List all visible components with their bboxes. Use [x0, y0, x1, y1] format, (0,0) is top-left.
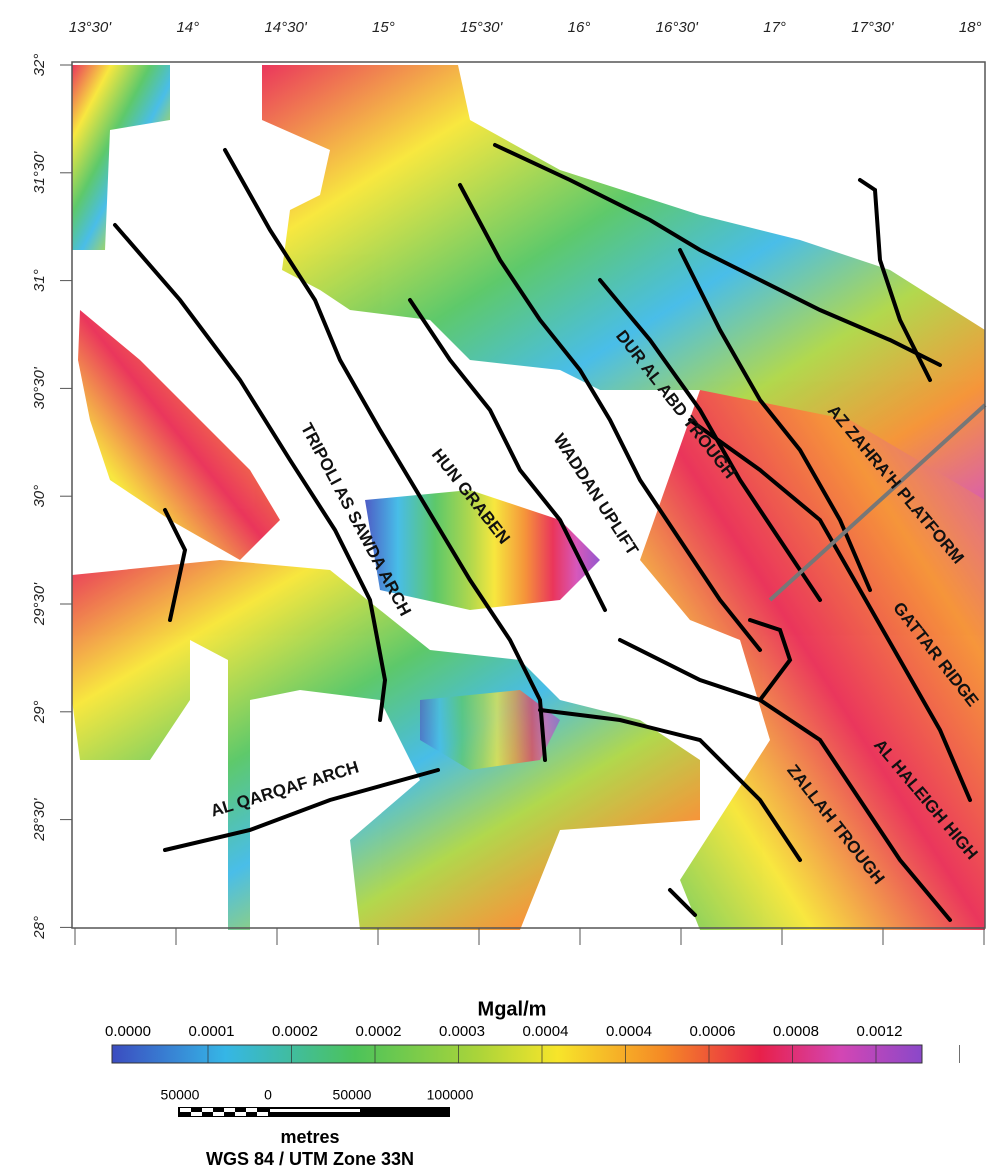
longitude-label: 14° [176, 19, 199, 36]
scale-check [191, 1112, 202, 1116]
longitude-label: 16°30' [656, 19, 699, 36]
longitude-label: 15° [372, 19, 395, 36]
scale-label: 100000 [427, 1087, 474, 1103]
scale-labels: 50000 0 50000 100000 [161, 1087, 474, 1103]
colorbar-label: 0.0000 [105, 1023, 151, 1040]
scale-check [180, 1108, 191, 1112]
latitude-label: 29°30' [31, 582, 48, 626]
latitude-label: 29° [31, 700, 48, 724]
latitude-label: 32° [31, 54, 48, 77]
longitude-label: 13°30' [69, 19, 112, 36]
latitude-label: 28°30' [31, 797, 48, 841]
scale-check [202, 1108, 213, 1112]
scale-check [246, 1108, 257, 1112]
longitude-label: 17°30' [851, 19, 894, 36]
scale-label: 50000 [161, 1087, 200, 1103]
colorbar-label: 0.0006 [690, 1023, 736, 1040]
colorbar-label: 0.0012 [857, 1023, 903, 1040]
anomaly-patches [72, 65, 985, 930]
scale-label: 0 [264, 1087, 272, 1103]
colorbar-label: 0.0003 [439, 1023, 485, 1040]
projection: WGS 84 / UTM Zone 33N [206, 1149, 414, 1169]
colorbar-label: 0.0002 [272, 1023, 318, 1040]
colorbar [112, 1045, 922, 1063]
scale-check [235, 1112, 246, 1116]
longitude-label: 14°30' [264, 19, 307, 36]
longitude-label: 17° [763, 19, 786, 36]
latitude-label: 31° [31, 269, 48, 292]
legend-title: Mgal/m [478, 998, 547, 1020]
scale-bar: 50000 0 50000 100000 metres WGS 84 / UTM Zo… [161, 1087, 474, 1169]
scale-unit: metres [280, 1127, 339, 1147]
colorbar-label: 0.0004 [606, 1023, 652, 1040]
longitude-label: 18° [959, 19, 982, 36]
scale-check [213, 1112, 224, 1116]
colorbar-label: 0.0002 [356, 1023, 402, 1040]
colorbar-label: 0.0008 [773, 1023, 819, 1040]
scale-check [257, 1112, 268, 1116]
latitude-label: 30° [31, 485, 48, 508]
map-figure: 13°30' 14° 14°30' 15° 15°30' 16° 16°30' 17° 17°3… [0, 0, 1006, 1169]
colorbar-label: 0.0004 [523, 1023, 569, 1040]
longitude-label: 15°30' [460, 19, 503, 36]
scale-white [270, 1109, 360, 1112]
latitude-label: 30°30' [31, 366, 48, 409]
latitude-label: 28° [31, 916, 48, 940]
color-legend: Mgal/m 0.0000 0.0001 0.0002 0.0002 0.0003 0.0… [105, 998, 959, 1063]
scale-label: 50000 [333, 1087, 372, 1103]
latitude-label: 31°30' [31, 151, 48, 194]
colorbar-label: 0.0001 [189, 1023, 235, 1040]
scale-check [224, 1108, 235, 1112]
longitude-label: 16° [568, 19, 591, 36]
